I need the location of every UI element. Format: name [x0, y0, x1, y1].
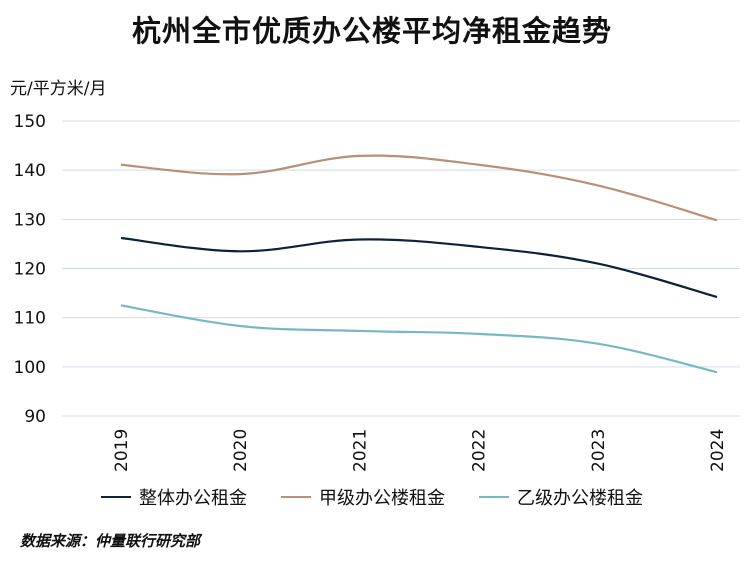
- legend-label: 乙级办公楼租金: [517, 488, 643, 509]
- y-tick-label: 130: [14, 210, 46, 230]
- legend-swatch: [479, 496, 509, 498]
- legend-label: 甲级办公楼租金: [319, 488, 445, 509]
- chart-title: 杭州全市优质办公楼平均净租金趋势: [131, 14, 612, 48]
- x-tick-label: 2022: [470, 429, 490, 472]
- y-axis-unit-label: 元/平方米/月: [10, 79, 107, 99]
- x-tick-label: 2024: [708, 429, 728, 472]
- series-line-1: [120, 154, 718, 222]
- legend-swatch: [281, 496, 311, 498]
- legend: 整体办公租金 甲级办公楼租金 乙级办公楼租金: [0, 484, 744, 510]
- series-line-0: [120, 236, 718, 299]
- x-tick-label: 2021: [350, 429, 370, 472]
- data-source-note: 数据来源：仲量联行研究部: [20, 532, 201, 550]
- legend-label: 整体办公租金: [139, 488, 247, 509]
- y-axis-ticks: 90 100 110 120 130 140 150: [14, 112, 46, 427]
- legend-swatch: [101, 496, 131, 498]
- x-tick-label: 2020: [231, 429, 251, 472]
- series-line-2: [120, 304, 718, 374]
- legend-item-0: 整体办公租金: [101, 484, 247, 510]
- y-tick-label: 100: [14, 358, 46, 378]
- legend-item-2: 乙级办公楼租金: [479, 484, 643, 510]
- y-tick-label: 150: [14, 112, 46, 132]
- x-axis-ticks: 2019 2020 2021 2022 2023 2024: [112, 429, 728, 472]
- y-tick-label: 140: [14, 161, 46, 181]
- y-tick-label: 120: [14, 260, 46, 280]
- y-tick-label: 110: [14, 309, 46, 329]
- legend-item-1: 甲级办公楼租金: [281, 484, 445, 510]
- grid-lines: [62, 120, 740, 417]
- series-lines: [120, 154, 718, 374]
- y-tick-label: 90: [24, 407, 46, 427]
- x-tick-label: 2019: [112, 429, 132, 472]
- x-tick-label: 2023: [589, 429, 609, 472]
